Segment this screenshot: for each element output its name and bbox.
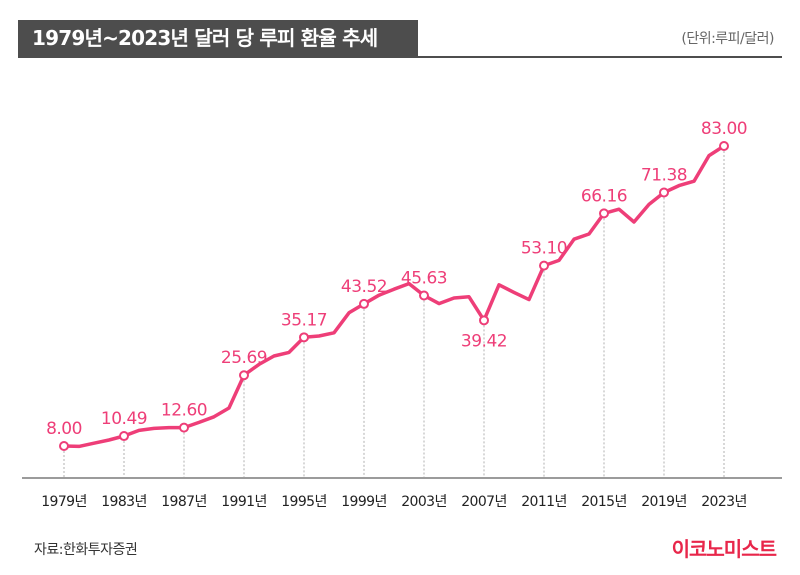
x-tick-label: 1979년 [41, 494, 87, 510]
data-point-marker [59, 441, 69, 451]
data-label: 66.16 [581, 186, 627, 206]
data-point-marker [179, 422, 189, 433]
source-note: 자료:한화투자증권 [34, 542, 138, 558]
data-label: 8.00 [46, 419, 82, 439]
x-tick-label: 1995년 [281, 494, 327, 510]
data-point-marker [539, 260, 549, 271]
chart-title: 1979년~2023년 달러 당 루피 환율 추세 [32, 26, 378, 50]
x-tick-label: 1983년 [101, 494, 147, 510]
data-label: 83.00 [701, 119, 747, 139]
guide-lines [63, 151, 725, 477]
data-point-marker [359, 298, 369, 309]
x-tick-label: 2019년 [641, 494, 687, 510]
data-point-marker [119, 431, 129, 442]
title-divider [18, 56, 782, 58]
data-label: 25.69 [221, 348, 267, 368]
unit-note: (단위:루피/달러) [681, 31, 774, 47]
data-label: 71.38 [641, 165, 687, 185]
data-point-marker [419, 290, 429, 301]
point-markers [59, 141, 729, 451]
data-point-marker [659, 187, 669, 198]
data-label: 10.49 [101, 409, 147, 429]
data-point-marker [239, 370, 249, 381]
data-label: 39.42 [461, 331, 507, 351]
series-line [62, 144, 726, 449]
x-tick-label: 1991년 [221, 494, 267, 510]
data-point-marker [599, 208, 609, 219]
series-line-group [62, 144, 726, 449]
x-tick-labels: 1979년 1983년 1987년 1991년 1995년 1999년 2003년 2007년… [41, 494, 747, 510]
data-label: 12.60 [161, 401, 207, 421]
data-point-marker [299, 332, 309, 343]
data-point-marker [719, 141, 729, 151]
x-tick-label: 1999년 [341, 494, 387, 510]
point-labels: 8.00 10.49 12.60 25.69 35.17 43.52 45.63 39.42 5… [46, 119, 748, 439]
data-label: 53.10 [521, 239, 567, 259]
data-label: 43.52 [341, 277, 387, 297]
title-bar: 1979년~2023년 달러 당 루피 환율 추세 [18, 20, 418, 56]
brand-logo: 이코노미스트 [671, 537, 777, 561]
data-label: 35.17 [281, 310, 327, 330]
x-tick-label: 1987년 [161, 494, 207, 510]
x-tick-label: 2015년 [581, 494, 627, 510]
x-tick-label: 2023년 [701, 494, 747, 510]
x-tick-label: 2003년 [401, 494, 447, 510]
x-tick-label: 2011년 [521, 494, 567, 510]
x-tick-label: 2007년 [461, 494, 507, 510]
data-point-marker [479, 315, 489, 326]
data-label: 45.63 [401, 268, 447, 288]
